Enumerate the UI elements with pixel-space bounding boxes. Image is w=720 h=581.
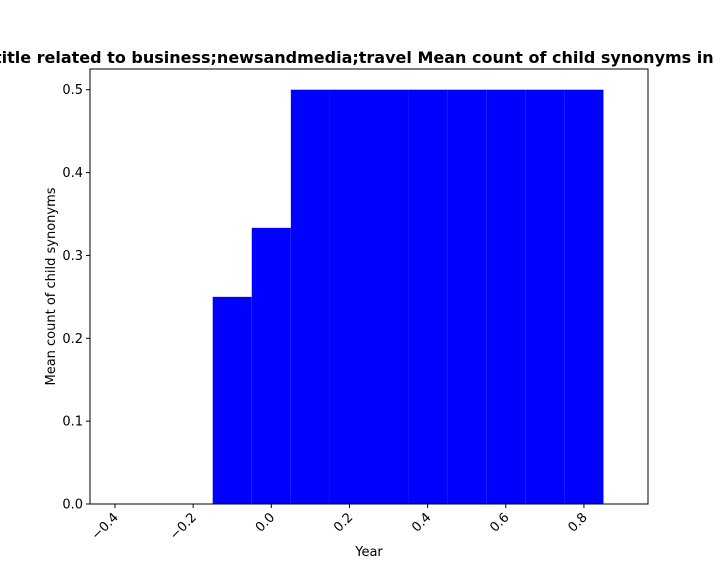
y-tick-label-0: 0.0 — [62, 498, 83, 513]
y-axis-label: Mean count of child synonyms — [44, 187, 59, 385]
x-tick-label-4: 0.4 — [409, 510, 434, 535]
chart-title: Websites with title related to business;… — [0, 48, 720, 67]
y-tick-label-1: 0.1 — [62, 415, 83, 430]
x-tick-label-5: 0.6 — [487, 510, 512, 535]
y-tick-label-2: 0.2 — [62, 332, 83, 347]
x-tick-label-3: 0.2 — [331, 510, 356, 535]
x-tick-label-1: −0.2 — [167, 510, 200, 543]
bar-8 — [408, 89, 448, 504]
bar-7 — [369, 89, 409, 504]
bar-3 — [212, 296, 252, 504]
plot-frame — [89, 68, 649, 505]
y-tick-label-4: 0.4 — [62, 166, 83, 181]
bars-group — [212, 89, 604, 504]
x-tick-label-2: 0.0 — [253, 510, 278, 535]
y-tick-label-3: 0.3 — [62, 249, 83, 264]
bar-12 — [564, 89, 604, 504]
bar-4 — [251, 227, 291, 504]
x-axis-label: Year — [354, 545, 383, 560]
bar-10 — [486, 89, 526, 504]
x-tick-label-0: −0.4 — [89, 510, 122, 543]
y-tick-label-5: 0.5 — [62, 83, 83, 98]
bar-6 — [329, 89, 369, 504]
bar-11 — [525, 89, 565, 504]
x-tick-label-6: 0.8 — [566, 510, 591, 535]
bar-9 — [447, 89, 487, 504]
bar-5 — [290, 89, 330, 504]
y-axis: 0.0 0.1 0.2 0.3 0.4 0.5 — [62, 83, 90, 513]
x-axis: −0.4 −0.2 0.0 0.2 0.4 0.6 0.8 — [89, 504, 591, 543]
